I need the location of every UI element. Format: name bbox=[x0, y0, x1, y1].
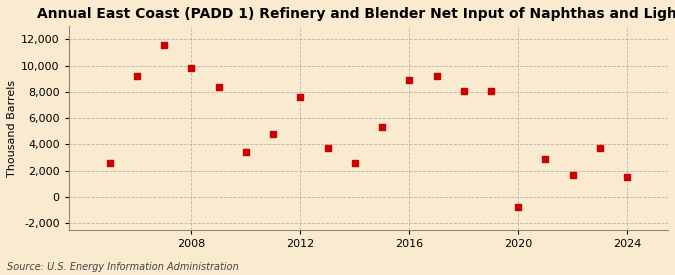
Point bbox=[213, 84, 224, 89]
Text: Source: U.S. Energy Information Administration: Source: U.S. Energy Information Administ… bbox=[7, 262, 238, 272]
Point bbox=[186, 66, 196, 70]
Point bbox=[540, 157, 551, 161]
Point bbox=[458, 88, 469, 93]
Point bbox=[595, 146, 605, 151]
Point bbox=[240, 150, 251, 155]
Point bbox=[322, 146, 333, 151]
Point bbox=[485, 88, 496, 93]
Point bbox=[622, 175, 632, 180]
Point bbox=[350, 161, 360, 165]
Point bbox=[431, 74, 442, 78]
Title: Annual East Coast (PADD 1) Refinery and Blender Net Input of Naphthas and Lighte: Annual East Coast (PADD 1) Refinery and … bbox=[37, 7, 675, 21]
Point bbox=[159, 42, 169, 47]
Point bbox=[567, 172, 578, 177]
Point bbox=[268, 132, 279, 136]
Point bbox=[295, 95, 306, 99]
Point bbox=[404, 78, 414, 82]
Point bbox=[513, 205, 524, 210]
Point bbox=[132, 74, 142, 78]
Point bbox=[104, 161, 115, 165]
Y-axis label: Thousand Barrels: Thousand Barrels bbox=[7, 79, 17, 177]
Point bbox=[377, 125, 387, 130]
